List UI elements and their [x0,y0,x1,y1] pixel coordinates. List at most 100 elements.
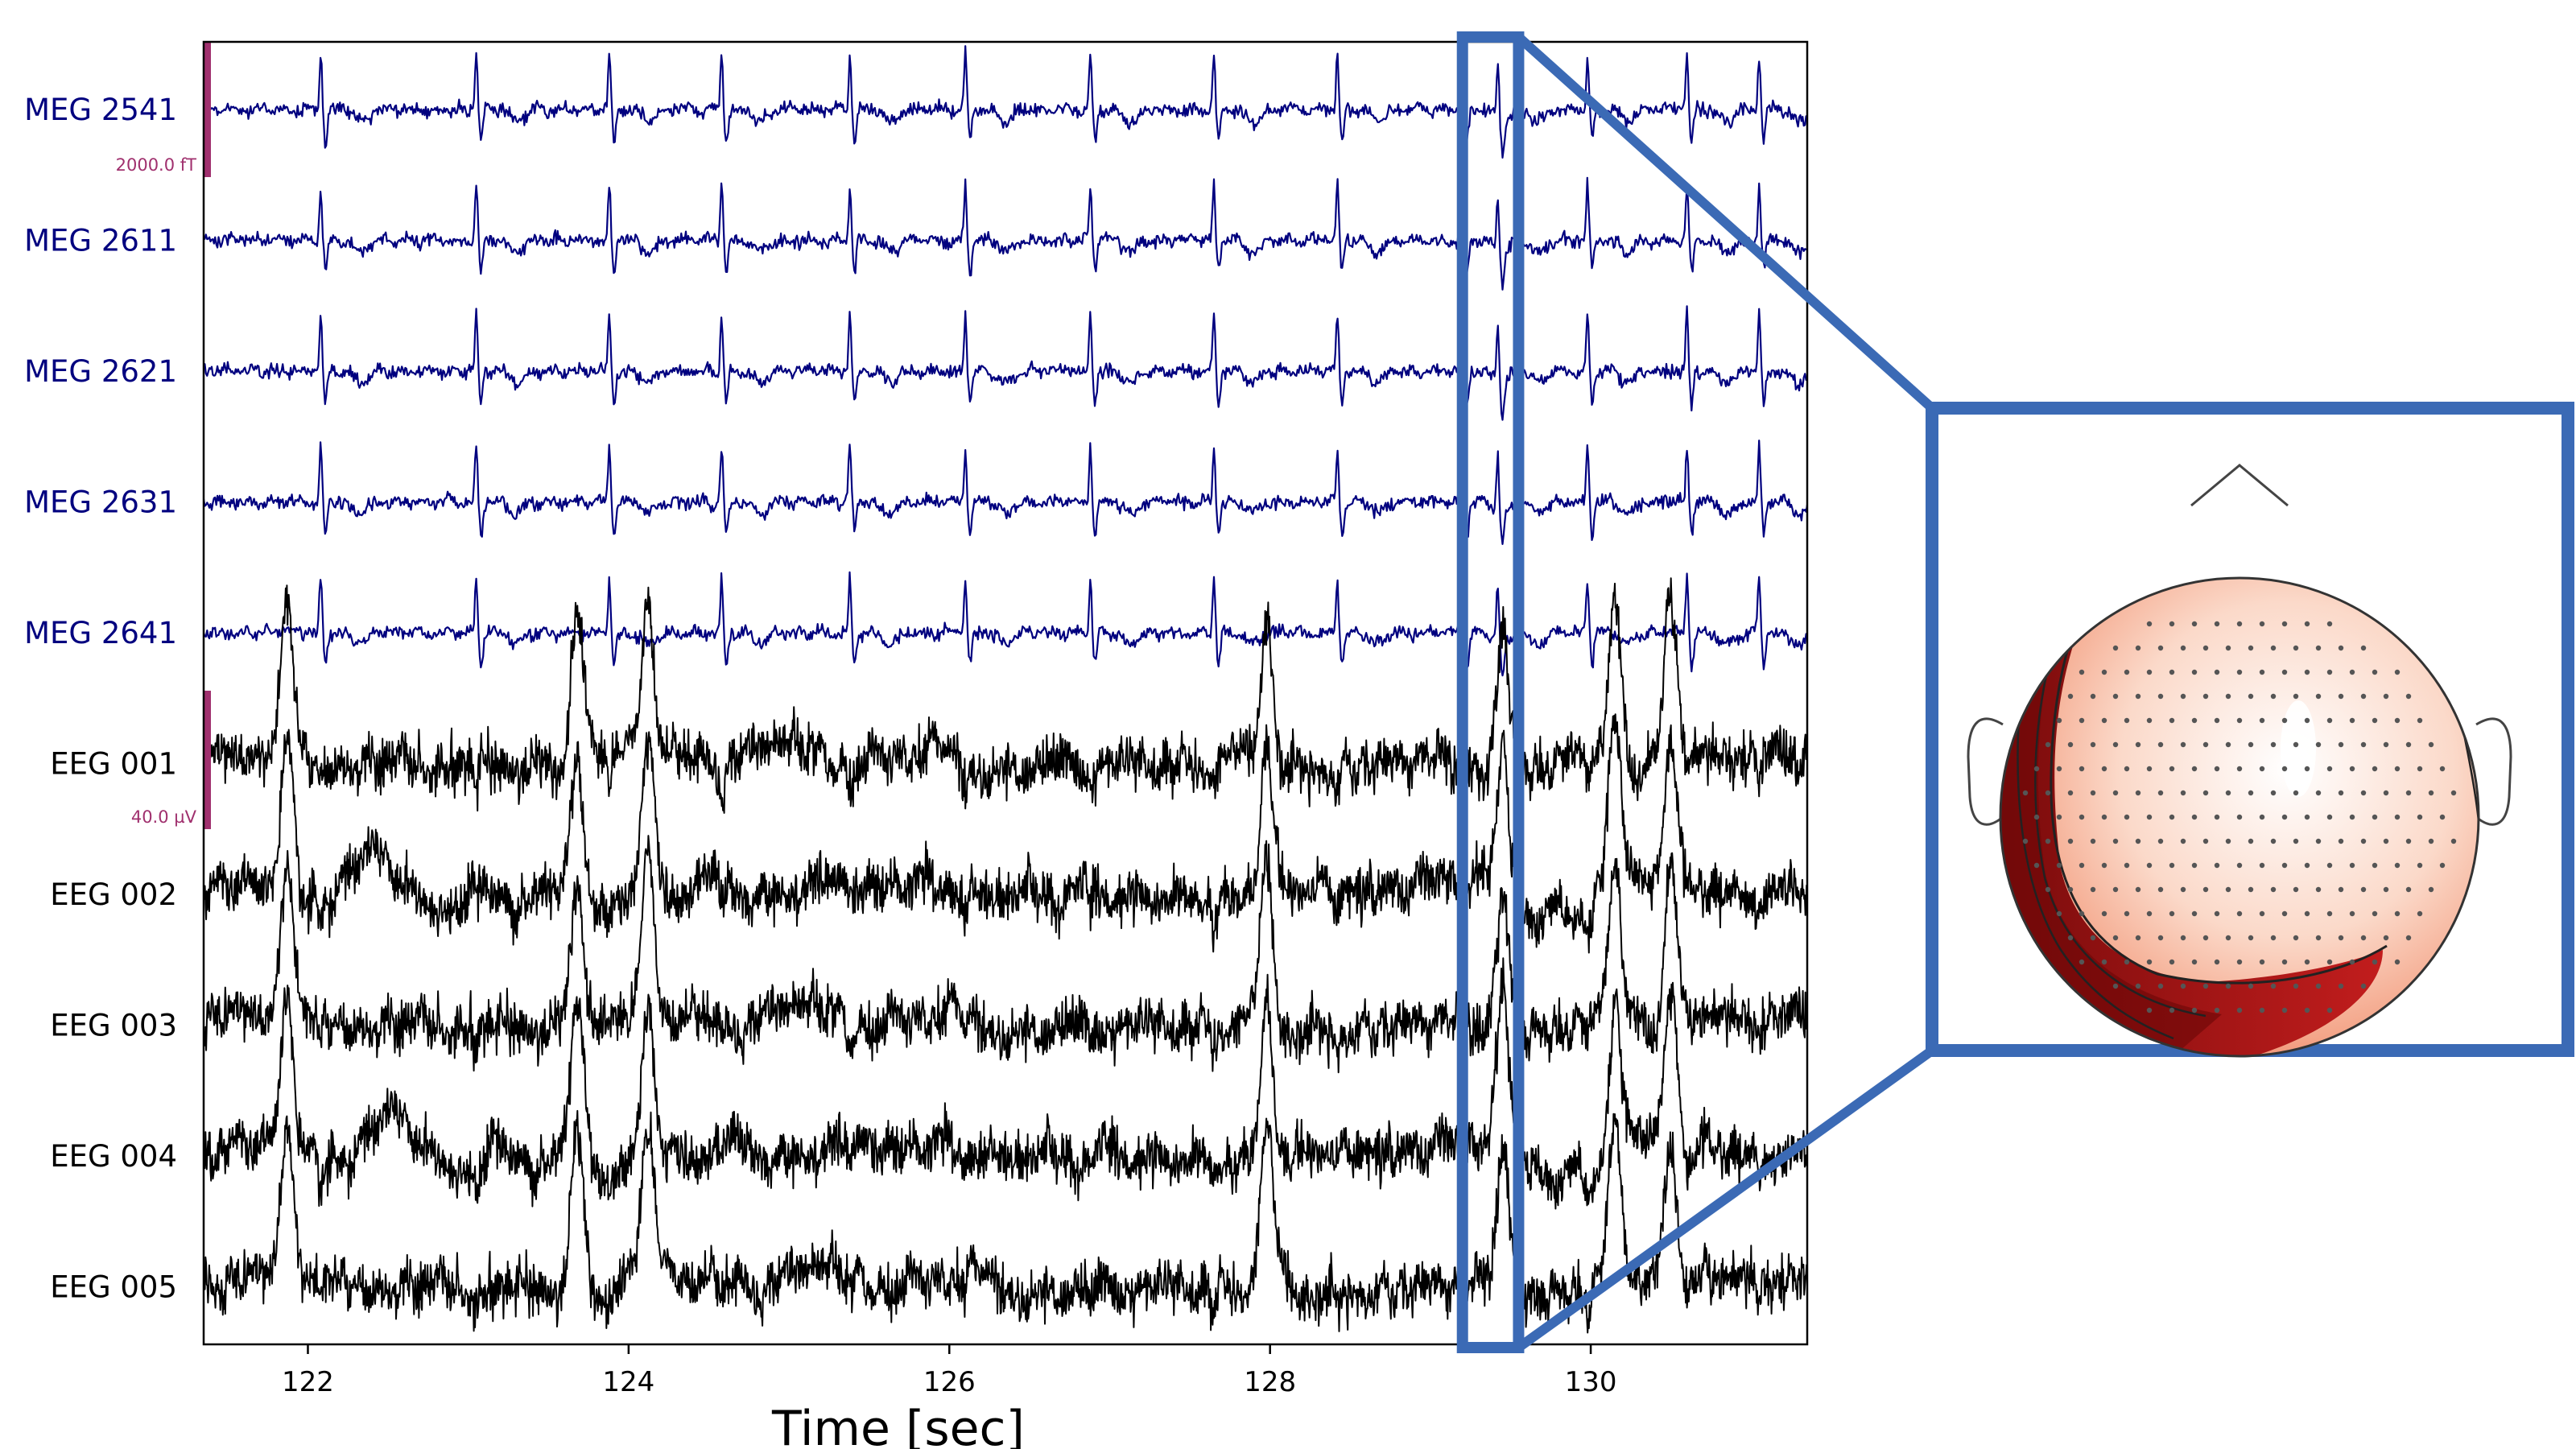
sensor-dot [2236,621,2243,627]
sensor-dot [2372,959,2378,965]
sensor-dot [2315,886,2322,893]
sensor-dot [2169,1007,2175,1013]
sensor-dot [2157,741,2164,748]
head-ear-left [1967,717,2004,826]
sensor-dot [2214,814,2220,820]
sensor-dot [2304,766,2310,772]
sensor-dot [2236,1007,2243,1013]
trace-eeg-004 [204,957,1807,1210]
sensor-dot [2394,814,2401,820]
sensor-dot [2135,693,2141,700]
sensor-dot [2405,935,2412,941]
sensor-dot [2281,959,2288,965]
sensor-dot [2157,983,2164,989]
sensor-dot [2124,814,2130,820]
sensor-dot [2112,790,2119,796]
sensor-dot [2338,983,2344,989]
sensor-dot [2281,862,2288,869]
sensor-dot [2315,983,2322,989]
sensor-dot [2326,717,2333,724]
head-ear-right [2475,717,2512,826]
sensor-dot [2293,693,2299,700]
sensor-dot [2056,862,2062,869]
sensor-dot [2383,790,2389,796]
sensor-dot [2326,814,2333,820]
sensor-dot [2146,766,2153,772]
sensor-dot [2270,693,2277,700]
contour-line-1 [2050,578,2388,985]
sensor-dot [2146,717,2153,724]
sensor-dot [2349,959,2355,965]
channel-label: MEG 2631 [24,485,177,520]
sensor-dot [2439,766,2446,772]
sensor-dot [2372,669,2378,675]
sensor-dot [2214,862,2220,869]
channel-label: MEG 2641 [24,616,177,650]
sensor-dot [2360,693,2367,700]
sensor-dot [2101,766,2107,772]
sensor-dot [2360,741,2367,748]
sensor-dot [2259,766,2265,772]
sensor-dot [2360,935,2367,941]
sensor-dot [2180,886,2186,893]
sensor-dot [2146,862,2153,869]
sensor-dot [2124,766,2130,772]
sensor-dot [2236,669,2243,675]
sensor-dot [2090,886,2096,893]
x-tick-label: 128 [1244,1366,1296,1398]
sensor-dot [2056,910,2062,917]
sensor-dot [2281,1007,2288,1013]
sensor-dot [2067,935,2074,941]
sensor-dot [2439,862,2446,869]
sensor-dot [2360,645,2367,651]
sensor-dot [2146,1007,2153,1013]
sensor-dot [2293,935,2299,941]
sensor-dot [2270,983,2277,989]
sensor-dot [2202,838,2209,844]
sensor-dot [2191,959,2198,965]
sensor-dot [2045,838,2051,844]
sensor-dot [2315,645,2322,651]
sensor-dot [2079,862,2085,869]
sensor-dot [2135,790,2141,796]
sensor-dot [2259,814,2265,820]
sensor-dot [2326,862,2333,869]
sensor-dot [2124,717,2130,724]
sensor-dot [2124,862,2130,869]
sensor-dot [2202,886,2209,893]
sensor-dot [2101,669,2107,675]
sensor-dot [2270,935,2277,941]
sensor-dot [2304,669,2310,675]
sensor-dot [2281,669,2288,675]
sensor-dot [2135,838,2141,844]
sensor-dot [2157,790,2164,796]
sensor-dot [2090,790,2096,796]
sensor-dot [2191,1007,2198,1013]
sensor-dot [2180,983,2186,989]
sensor-dot [2169,669,2175,675]
zoom-connector-top [1515,33,1936,412]
sensor-dot [2112,645,2119,651]
sensor-dot [2248,790,2254,796]
sensor-dot [2417,766,2423,772]
sensor-dot [2180,645,2186,651]
sensor-dot [2101,717,2107,724]
sensor-dot [2169,862,2175,869]
sensor-dot [2101,814,2107,820]
plot-frame [202,40,1809,1346]
sensor-dot [2417,862,2423,869]
sensor-dot [2236,910,2243,917]
sensor-dot [2259,717,2265,724]
sensor-dot [2101,862,2107,869]
sensor-dot [2090,693,2096,700]
sensor-dot [2225,790,2231,796]
sensor-dot [2067,838,2074,844]
sensor-dot [2428,838,2434,844]
sensor-dot [2315,790,2322,796]
signal-traces [204,45,1807,1334]
sensor-dot [2180,838,2186,844]
sensor-dot [2281,910,2288,917]
sensor-dot [2191,862,2198,869]
sensor-dot [2157,886,2164,893]
x-tick-label: 130 [1565,1366,1617,1398]
